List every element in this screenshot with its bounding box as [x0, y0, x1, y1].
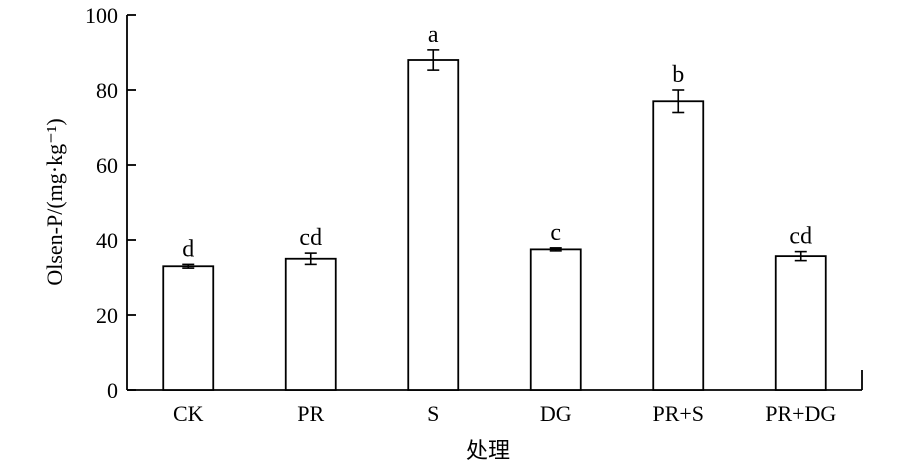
y-tick-label: 100 [85, 3, 118, 28]
significance-label: a [428, 22, 439, 48]
bar-pr-plus-dg [774, 255, 827, 391]
significance-label: cd [789, 224, 812, 250]
x-tick-label: PR+S [652, 401, 704, 426]
x-tick-label: S [427, 401, 439, 426]
y-tick-label: 60 [96, 153, 118, 178]
x-tick-label: PR+DG [765, 401, 836, 426]
bars: d cd a c b cd [162, 22, 827, 391]
x-tick-label: CK [173, 401, 204, 426]
significance-label: b [672, 62, 684, 88]
x-tick-label: DG [540, 401, 572, 426]
y-axis-title: Olsen-P/(mg·kg⁻¹) [42, 118, 67, 285]
bar-pr [284, 257, 337, 391]
bar-s [407, 59, 460, 391]
y-tick-label: 40 [96, 228, 118, 253]
y-axis: 0 20 40 60 80 100 [85, 3, 136, 403]
significance-label: c [550, 220, 561, 246]
bar-dg [529, 248, 582, 391]
x-axis: CK PR S DG PR+S PR+DG [127, 370, 863, 426]
x-axis-title: 处理 [466, 438, 510, 463]
y-tick-label: 20 [96, 303, 118, 328]
y-tick-label: 80 [96, 78, 118, 103]
y-tick-label: 0 [107, 378, 118, 403]
x-tick-label: PR [297, 401, 324, 426]
significance-label: d [182, 236, 194, 262]
bar-ck [162, 265, 215, 391]
bar-pr-plus-s [652, 100, 705, 391]
significance-label: cd [299, 225, 322, 251]
